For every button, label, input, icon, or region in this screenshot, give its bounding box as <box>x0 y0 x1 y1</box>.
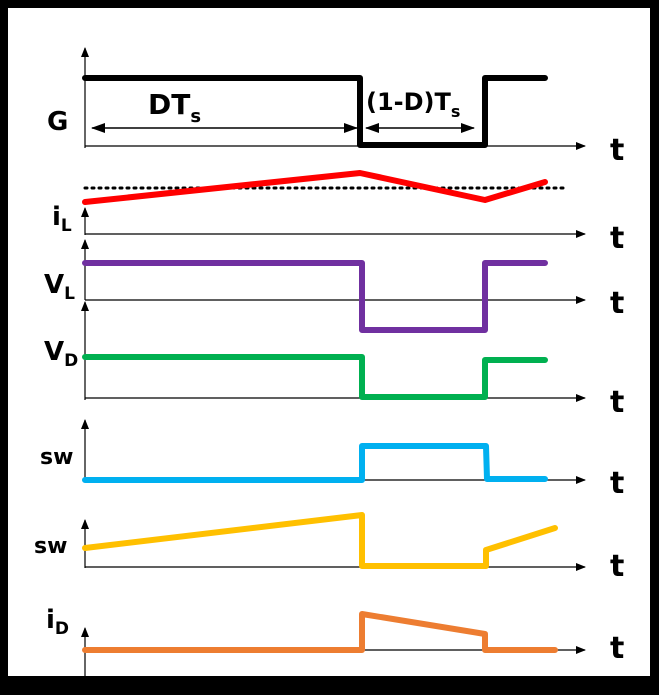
inductor-current-waveform <box>82 170 548 205</box>
diode-voltage-label: VD <box>44 337 78 371</box>
time-label: t <box>610 385 624 420</box>
inductor-current-label: iL <box>52 202 72 236</box>
diode-current-waveform <box>82 611 558 653</box>
diagram-background <box>8 8 650 676</box>
time-labels: t t t t t t t <box>610 133 624 666</box>
switch-current-label: sw <box>34 534 67 559</box>
diode-voltage-waveform <box>82 354 548 400</box>
switch-current-waveform <box>82 512 558 569</box>
inductor-voltage-label: VL <box>44 270 75 304</box>
switch-voltage-waveform <box>82 443 548 483</box>
time-label: t <box>610 286 624 321</box>
time-label: t <box>610 133 624 168</box>
diode-current-label: iD <box>46 605 69 639</box>
inductor-voltage-waveform <box>82 260 548 333</box>
off-interval-label: (1-D)Ts <box>366 88 460 121</box>
time-label: t <box>610 631 624 666</box>
gate-waveform <box>82 75 548 148</box>
gate-label: G <box>47 107 68 137</box>
time-label: t <box>610 466 624 501</box>
time-label: t <box>610 221 624 256</box>
time-label: t <box>610 549 624 584</box>
on-interval-label: DTs <box>148 88 201 127</box>
switch-voltage-label: sw <box>40 445 73 470</box>
